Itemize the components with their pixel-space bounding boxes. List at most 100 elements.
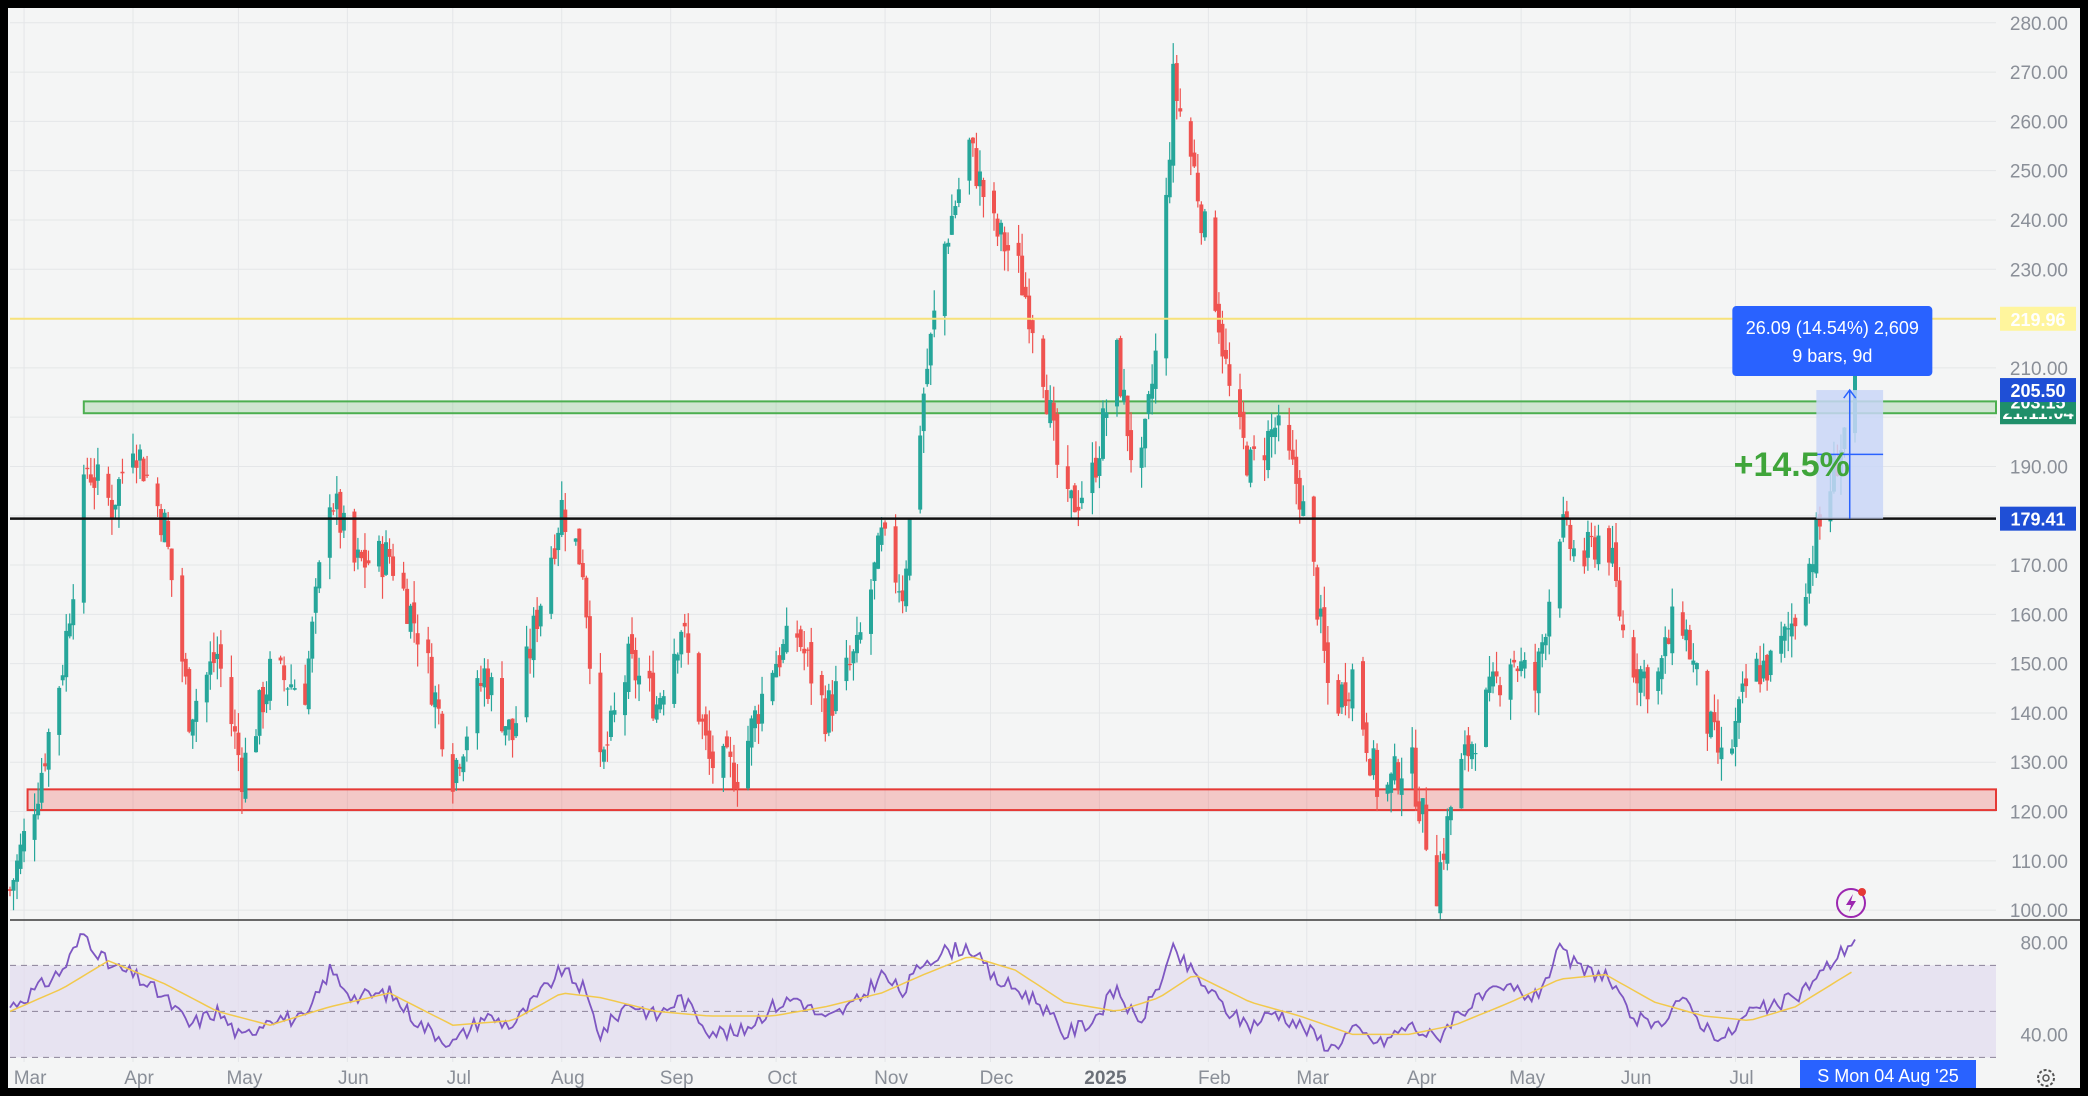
candle: [1002, 232, 1007, 252]
candle: [436, 699, 441, 709]
price-tag: [2000, 378, 2076, 403]
candle: [1445, 816, 1450, 864]
candle: [598, 672, 603, 753]
candle: [524, 646, 529, 718]
candle: [1016, 242, 1021, 256]
candle: [1150, 383, 1155, 399]
candle: [352, 511, 357, 563]
candle: [552, 548, 557, 559]
candle: [608, 710, 613, 738]
candle: [1192, 152, 1197, 167]
candle: [1754, 658, 1759, 682]
candle: [1645, 667, 1650, 700]
candle: [478, 682, 483, 687]
measure-info-box: [1732, 306, 1933, 377]
candle: [623, 682, 627, 716]
candle: [232, 726, 237, 732]
candle: [753, 710, 758, 729]
candle: [1104, 412, 1109, 418]
rsi-line: [9, 933, 1856, 1052]
candle: [1807, 563, 1812, 594]
price-axis-label: 160.00: [2010, 605, 2068, 626]
candle: [851, 651, 856, 664]
candle: [1814, 519, 1819, 574]
candle: [977, 171, 982, 187]
candle: [254, 736, 258, 753]
candle: [482, 668, 487, 688]
date-tag-text: S Mon 04 Aug '25: [1817, 1066, 1959, 1086]
candle: [1262, 455, 1267, 461]
candle: [1318, 608, 1323, 617]
candle: [1097, 458, 1102, 476]
candle: [1635, 669, 1640, 684]
candle: [777, 655, 782, 668]
candle: [134, 460, 139, 468]
candle: [43, 763, 48, 767]
candle: [1266, 430, 1271, 471]
candle: [1617, 580, 1622, 617]
candle: [138, 449, 143, 461]
candle: [854, 634, 859, 654]
candle: [1491, 671, 1496, 687]
candle: [1607, 528, 1611, 563]
candle: [679, 631, 684, 655]
notification-dot-icon: [1858, 888, 1866, 896]
time-axis-label: Dec: [980, 1068, 1014, 1089]
candle: [131, 453, 135, 468]
time-axis-label: Aug: [551, 1068, 585, 1089]
candle: [1589, 535, 1594, 538]
candle: [1143, 418, 1148, 449]
candle: [1396, 762, 1401, 791]
candle: [1361, 661, 1365, 730]
price-axis-label: 100.00: [2010, 901, 2068, 922]
candle: [904, 568, 909, 607]
candle: [88, 474, 93, 483]
candle: [57, 687, 62, 735]
candle: [391, 556, 396, 576]
candle: [510, 718, 515, 741]
candle: [303, 683, 308, 705]
candle: [1020, 255, 1025, 296]
candle: [721, 745, 726, 778]
candle: [162, 512, 167, 543]
candle: [995, 218, 1000, 237]
candle: [1339, 684, 1344, 708]
candle: [1786, 628, 1791, 630]
candle: [485, 668, 490, 699]
candle: [928, 333, 933, 366]
candle: [942, 243, 947, 317]
candle: [1803, 596, 1808, 626]
candle: [454, 759, 459, 784]
candle: [194, 700, 199, 722]
candle: [71, 599, 76, 626]
candle: [1223, 349, 1228, 359]
gear-icon[interactable]: [2037, 1069, 2055, 1087]
time-axis-label: Oct: [767, 1068, 797, 1089]
candle: [18, 844, 23, 869]
candle: [1494, 671, 1499, 677]
measure-info-line1: 26.09 (14.54%) 2,609: [1746, 318, 1919, 338]
candle: [1540, 642, 1545, 654]
candle: [1399, 778, 1404, 795]
candle: [401, 572, 406, 589]
lightning-icon[interactable]: [1836, 888, 1866, 918]
candle: [46, 731, 51, 770]
candle: [696, 653, 701, 722]
candle: [1238, 389, 1242, 417]
time-axis-label: Jul: [1729, 1068, 1753, 1089]
date-tag: [1800, 1060, 1976, 1090]
candle: [1093, 457, 1098, 478]
candle: [155, 483, 160, 507]
candle: [310, 621, 315, 659]
candle: [387, 549, 392, 557]
candle: [630, 634, 635, 654]
lightning-bolt-icon: [1846, 894, 1856, 912]
candle: [1248, 449, 1253, 483]
price-axis-label: 250.00: [2010, 162, 2068, 183]
candle: [1213, 217, 1218, 311]
candle: [1758, 665, 1763, 685]
candle: [633, 649, 638, 681]
candle: [872, 562, 877, 581]
